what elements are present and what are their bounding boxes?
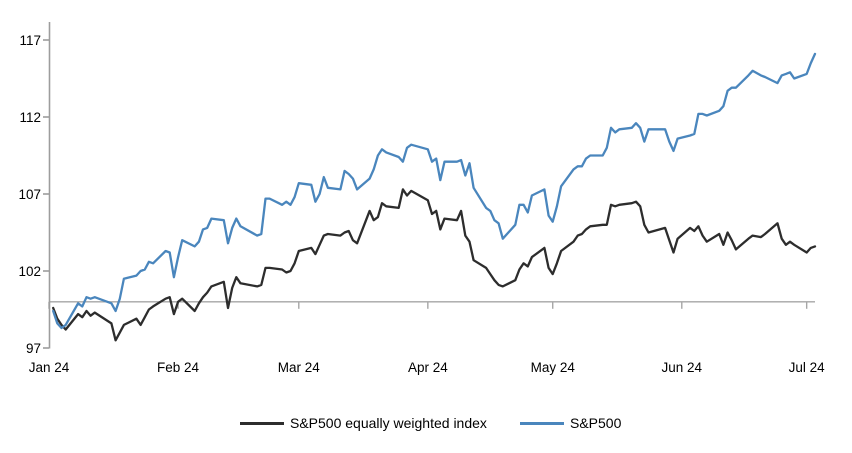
x-tick-label: Mar 24 bbox=[277, 360, 320, 375]
y-tick-label: 102 bbox=[18, 263, 41, 279]
y-tick-label: 107 bbox=[18, 186, 41, 202]
legend-label-equal-weight: S&P500 equally weighted index bbox=[290, 415, 487, 431]
x-tick-label: Feb 24 bbox=[157, 360, 200, 375]
y-tick-label: 112 bbox=[19, 109, 41, 125]
series-line-equal-weight bbox=[52, 188, 817, 342]
y-tick-label: 97 bbox=[25, 340, 41, 356]
x-tick-label: May 24 bbox=[530, 360, 575, 375]
x-tick-label: Jan 24 bbox=[28, 360, 70, 375]
legend-line-swatch-equal-weight bbox=[240, 422, 284, 425]
chart-legend: S&P500 equally weighted index S&P500 bbox=[0, 412, 852, 436]
x-tick-label: Jul 24 bbox=[788, 360, 825, 375]
x-tick-label: Apr 24 bbox=[407, 360, 448, 375]
legend-line-swatch-sp500 bbox=[520, 422, 564, 425]
y-tick-label: 117 bbox=[19, 32, 41, 48]
series-line-sp500 bbox=[52, 52, 817, 330]
legend-label-sp500: S&P500 bbox=[570, 415, 622, 431]
x-tick-label: Jun 24 bbox=[661, 360, 703, 375]
